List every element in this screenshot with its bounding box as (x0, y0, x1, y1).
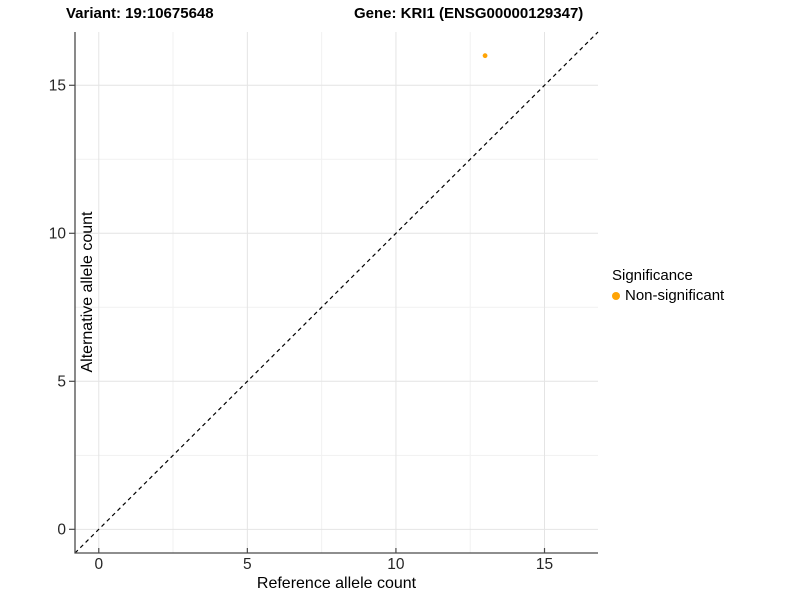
y-tick-label: 15 (49, 77, 66, 94)
x-tick-label: 15 (536, 556, 553, 573)
x-tick-label: 0 (94, 556, 103, 573)
legend-point-icon (612, 291, 620, 300)
plot-title-variant: Variant: 19:10675648 (66, 5, 214, 22)
x-axis-title: Reference allele count (256, 575, 417, 592)
x-tick-label: 5 (243, 556, 252, 573)
data-point (482, 53, 488, 59)
y-axis-title: Alternative allele count (79, 211, 96, 373)
identity-reference-line (74, 31, 599, 554)
legend: Significance Non-significant (612, 267, 724, 304)
legend-item-non-significant: Non-significant (612, 287, 724, 304)
y-tick-label: 0 (57, 521, 66, 538)
y-tick-label: 10 (49, 225, 67, 242)
legend-title: Significance (612, 267, 693, 284)
x-tick-label: 10 (387, 556, 405, 573)
plot-title-gene: Gene: KRI1 (ENSG00000129347) (354, 5, 584, 22)
legend-item-label: Non-significant (625, 287, 725, 304)
y-tick-label: 5 (57, 373, 66, 390)
